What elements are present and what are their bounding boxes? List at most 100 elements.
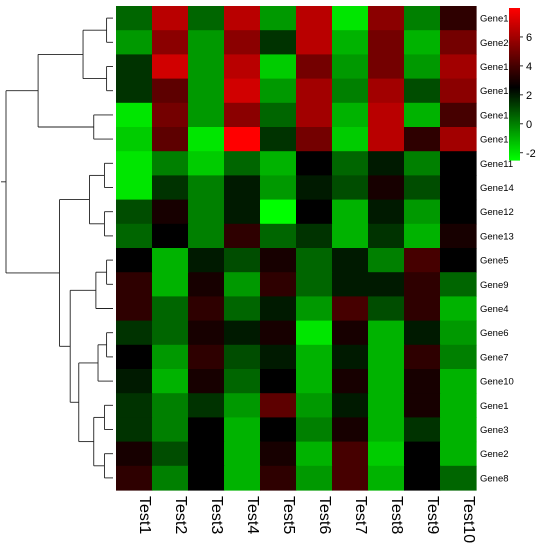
heatmap-cell-gene2-test5 xyxy=(260,441,297,467)
colorbar-strip xyxy=(509,73,520,76)
heatmap-cell-gene12-test4 xyxy=(224,199,261,225)
colorbar-strip xyxy=(509,103,520,105)
colorbar-strip xyxy=(509,63,520,66)
colorbar-strip xyxy=(509,46,520,48)
colorbar-strip xyxy=(509,156,520,159)
heatmap-cell-gene4-test9 xyxy=(404,296,441,322)
colorbar-strip xyxy=(509,115,520,118)
column-label-test6: Test6 xyxy=(316,496,333,534)
heatmap-cell-gene19-test8 xyxy=(368,6,405,31)
colorbar-strip xyxy=(509,30,520,33)
colorbar-strip xyxy=(509,47,520,50)
colorbar-strip xyxy=(509,75,520,77)
heatmap-cell-gene10-test7 xyxy=(332,369,369,394)
heatmap-cell-gene8-test8 xyxy=(368,465,405,491)
heatmap-cell-gene17-test3 xyxy=(188,127,225,152)
colorbar-strip xyxy=(509,62,520,65)
colorbar-strip xyxy=(509,142,520,145)
colorbar-strip xyxy=(509,138,520,141)
row-label-gene17: Gene17 xyxy=(480,135,514,146)
heatmap-cell-gene2-test7 xyxy=(332,441,369,467)
colorbar-strip xyxy=(509,82,520,85)
colorbar-strip xyxy=(509,105,520,108)
heatmap-cell-gene4-test7 xyxy=(332,296,369,322)
heatmap-cell-gene15-test6 xyxy=(296,102,333,128)
colorbar-strip xyxy=(509,48,520,51)
colorbar-strip xyxy=(509,133,520,136)
colorbar-strip xyxy=(509,100,520,103)
heatmap-cell-gene17-test6 xyxy=(296,127,333,152)
heatmap-cell-gene5-test9 xyxy=(404,248,441,273)
heatmap-cell-gene15-test8 xyxy=(368,102,405,128)
heatmap-cell-gene4-test1 xyxy=(116,296,153,322)
heatmap-cell-gene18-test6 xyxy=(296,78,333,104)
colorbar-strip xyxy=(509,148,520,151)
heatmap-cell-gene16-test8 xyxy=(368,54,405,80)
heatmap-cell-gene12-test3 xyxy=(188,199,225,225)
colorbar-strip xyxy=(509,127,520,129)
heatmap-cell-gene4-test6 xyxy=(296,296,333,322)
heatmap-cell-gene7-test10 xyxy=(440,344,477,370)
colorbar-strip xyxy=(509,124,520,127)
heatmap-cell-gene3-test5 xyxy=(260,417,297,443)
heatmap-cell-gene2-test2 xyxy=(152,441,189,467)
colorbar-strip xyxy=(509,143,520,146)
heatmap-cell-gene6-test10 xyxy=(440,320,477,346)
heatmap-cell-gene11-test2 xyxy=(152,151,189,176)
colorbar-strip xyxy=(509,144,520,147)
heatmap-cell-gene7-test7 xyxy=(332,344,369,370)
heatmap-cell-gene19-test2 xyxy=(152,6,189,31)
colorbar-strip xyxy=(509,35,520,38)
heatmap-cell-gene12-test7 xyxy=(332,199,369,225)
heatmap-cell-gene18-test8 xyxy=(368,78,405,104)
colorbar-strip xyxy=(509,146,520,148)
row-label-gene10: Gene10 xyxy=(480,377,514,388)
colorbar-strip xyxy=(509,106,520,109)
colorbar-strip xyxy=(509,97,520,100)
heatmap-cell-gene13-test9 xyxy=(404,223,441,249)
heatmap-cell-gene14-test2 xyxy=(152,175,189,201)
heatmap-cell-gene12-test6 xyxy=(296,199,333,225)
heatmap-cell-gene14-test9 xyxy=(404,175,441,201)
heatmap-cell-gene3-test7 xyxy=(332,417,369,443)
heatmap-cell-gene7-test2 xyxy=(152,344,189,370)
colorbar-strip xyxy=(509,104,520,107)
colorbar-strip xyxy=(509,72,520,75)
heatmap-cell-gene9-test9 xyxy=(404,272,441,297)
row-label-gene14: Gene14 xyxy=(480,183,514,194)
heatmap-cell-gene8-test2 xyxy=(152,465,189,491)
heatmap-cell-gene5-test4 xyxy=(224,248,261,273)
colorbar-strip xyxy=(509,95,520,98)
heatmap-cell-gene4-test4 xyxy=(224,296,261,322)
heatmap-cell-gene1-test8 xyxy=(368,393,405,418)
colorbar-strip xyxy=(509,52,520,55)
heatmap-cell-gene15-test4 xyxy=(224,102,261,128)
colorbar-strip xyxy=(509,109,520,112)
heatmap-cell-gene8-test9 xyxy=(404,465,441,491)
row-label-gene16: Gene16 xyxy=(480,62,514,73)
heatmap-cell-gene2-test6 xyxy=(296,441,333,467)
heatmap-cell-gene13-test8 xyxy=(368,223,405,249)
heatmap-cell-gene13-test5 xyxy=(260,223,297,249)
colorbar-strip xyxy=(509,118,520,121)
heatmap-cell-gene6-test7 xyxy=(332,320,369,346)
row-label-gene9: Gene9 xyxy=(480,280,509,291)
heatmap-cell-gene20-test5 xyxy=(260,30,297,55)
heatmap-cell-gene13-test10 xyxy=(440,223,477,249)
colorbar-strip xyxy=(509,114,520,117)
heatmap-cell-gene13-test1 xyxy=(116,223,153,249)
heatmap-cell-gene12-test10 xyxy=(440,199,477,225)
heatmap-cell-gene14-test8 xyxy=(368,175,405,201)
heatmap-cell-gene19-test9 xyxy=(404,6,441,31)
heatmap-cell-gene10-test5 xyxy=(260,369,297,394)
heatmap-cell-gene10-test4 xyxy=(224,369,261,394)
heatmap-cell-gene11-test3 xyxy=(188,151,225,176)
heatmap-cell-gene13-test2 xyxy=(152,223,189,249)
heatmap-cell-gene1-test5 xyxy=(260,393,297,418)
heatmap-cell-gene11-test4 xyxy=(224,151,261,176)
heatmap-cell-gene9-test7 xyxy=(332,272,369,297)
colorbar-strip xyxy=(509,123,520,126)
heatmap-cell-gene16-test7 xyxy=(332,54,369,80)
heatmap-cell-gene17-test5 xyxy=(260,127,297,152)
